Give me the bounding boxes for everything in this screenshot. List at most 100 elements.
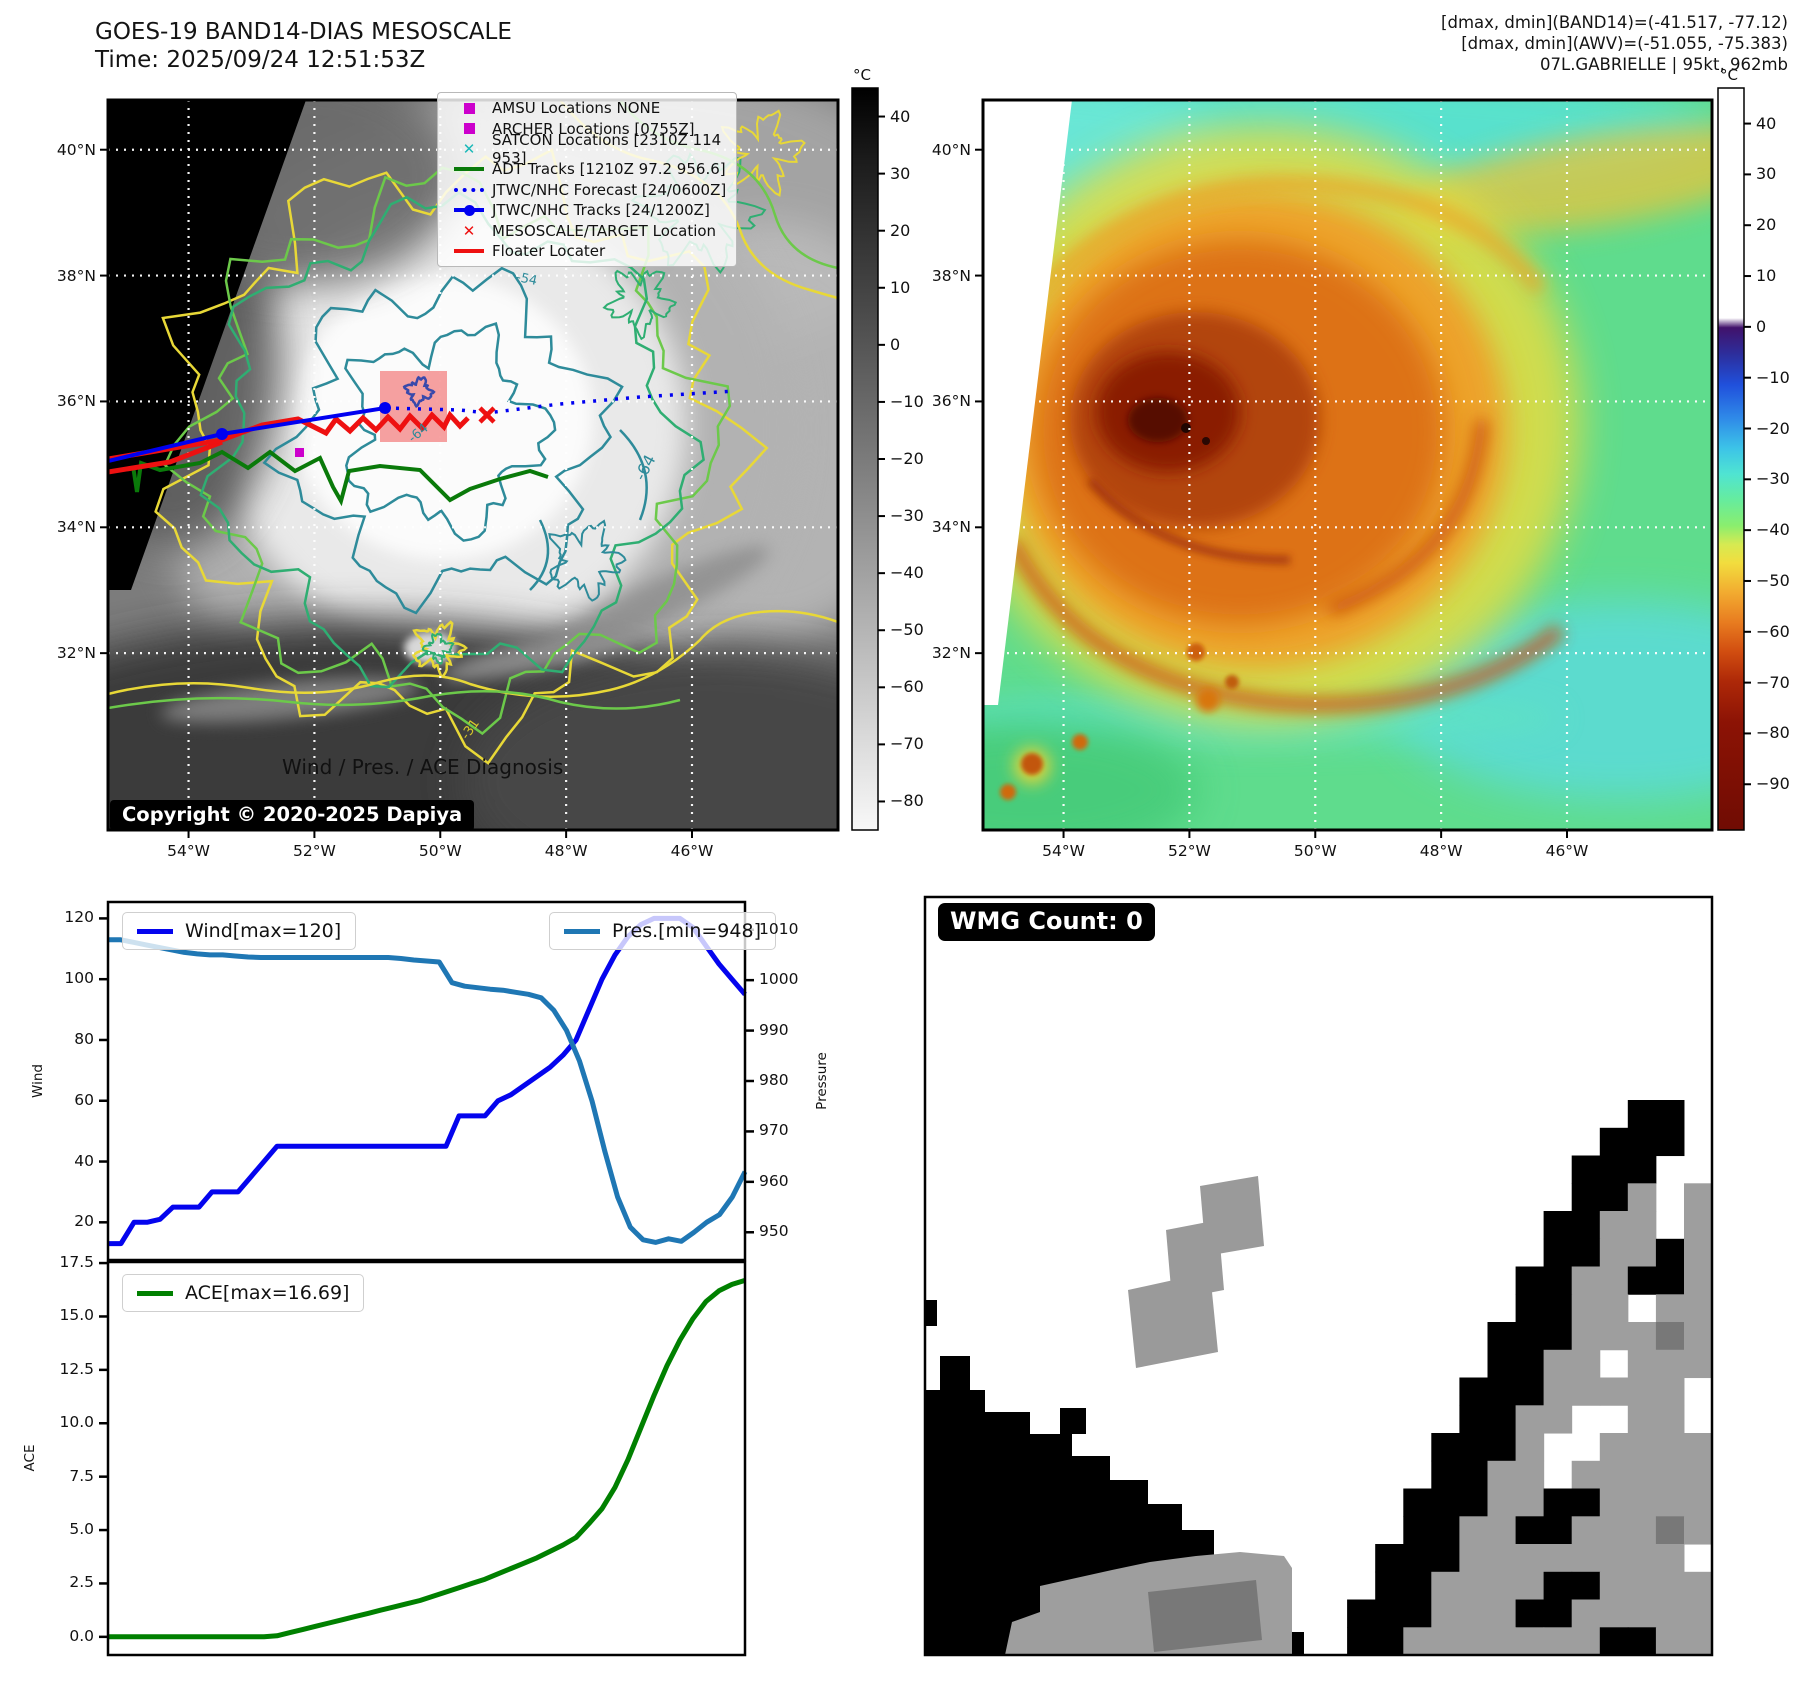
lon-tick-label: 52°W — [1168, 842, 1211, 860]
colorbar-tick-label: 30 — [1756, 164, 1777, 184]
legend-item: Floater Locater — [446, 241, 728, 261]
ace-tick-label: 0.0 — [69, 1626, 94, 1645]
wind-tick-label: 40 — [74, 1151, 94, 1170]
pressure-tick-label: 960 — [759, 1171, 789, 1190]
band14-colorbar — [851, 87, 879, 831]
lat-tick-label: 40°N — [931, 140, 971, 159]
wmg-panel-border — [923, 895, 1714, 1657]
map-gridlines — [983, 100, 1712, 830]
lon-tick-label: 50°W — [418, 842, 462, 860]
legend-item-label: AMSU Locations NONE — [492, 99, 661, 118]
colorbar-tick-label: −80 — [890, 791, 924, 811]
lat-tick-label: 32°N — [931, 644, 971, 663]
lon-tick-label: 50°W — [1293, 842, 1337, 860]
lat-tick-label: 34°N — [56, 518, 96, 537]
series-ACE[max=16.69] — [108, 1278, 746, 1640]
square-legend-icon — [446, 123, 492, 135]
awv-map-border — [981, 98, 1714, 832]
lat-tick-label: 32°N — [56, 644, 96, 663]
colorbar-tick-label: −10 — [1756, 367, 1790, 387]
ace-tick-label: 17.5 — [59, 1253, 94, 1272]
dotted-legend-icon — [446, 187, 492, 192]
pressure-tick-label: 980 — [759, 1071, 789, 1089]
pressure-tick-label: 950 — [759, 1222, 789, 1241]
band14-map-ticks — [100, 148, 693, 838]
awv-colorbar — [1717, 87, 1745, 831]
ace-tick-label: 15.0 — [59, 1306, 94, 1325]
lon-tick-label: 54°W — [167, 842, 210, 860]
lat-tick-label: 36°N — [931, 392, 971, 411]
jtwc-track-point — [379, 402, 391, 414]
lat-tick-label: 36°N — [56, 392, 96, 411]
colorbar-tick-label: −70 — [890, 734, 924, 754]
floater-track — [108, 410, 470, 462]
pressure-legend: Pres.[min=948] — [549, 912, 776, 950]
pressure-tick-label: 1000 — [759, 970, 799, 989]
wind-tick-label: 20 — [74, 1212, 94, 1231]
colorbar-tick-label: −50 — [890, 620, 924, 640]
awv-satellite-map — [983, 100, 1712, 830]
dmax-dmin-awv: [dmax, dmin](AWV)=(-51.055, -75.383) — [1461, 34, 1788, 53]
pressure-tick-label: 970 — [759, 1121, 789, 1140]
lon-tick-label: 48°W — [1419, 842, 1463, 860]
wmg-panel-graphic — [923, 895, 1714, 1657]
colorbar-tick-label: 20 — [890, 220, 911, 240]
legend-item-label: SATCON Locations [2310Z 114 953] — [492, 130, 722, 167]
colorbar-tick-label: 40 — [1756, 113, 1777, 133]
colorbar-tick-label: 0 — [890, 334, 901, 354]
wmg-count-badge: WMG Count: 0 — [938, 903, 1155, 941]
awv-map-ticks — [975, 148, 1568, 838]
ace-tick-label: 2.5 — [69, 1573, 94, 1592]
pressure-axis-label: Pressure — [814, 1052, 830, 1110]
awv-colorbar-unit: °C — [1720, 66, 1738, 84]
awv-colorbar-ticks — [1744, 122, 1751, 786]
lat-tick-label: 40°N — [56, 140, 96, 159]
ace-tick-label: 5.0 — [69, 1520, 94, 1539]
pressure-tick-label: 1010 — [759, 919, 799, 938]
pressure-tick-label: 990 — [759, 1020, 789, 1039]
line-legend-icon — [446, 167, 492, 172]
archer-marker — [295, 448, 304, 457]
ace-tick-label: 10.0 — [59, 1413, 94, 1432]
colorbar-tick-label: 10 — [1756, 266, 1777, 286]
storm-id-intensity: 07L.GABRIELLE | 95kt, 962mb — [1540, 55, 1788, 74]
wind-tick-label: 60 — [74, 1090, 94, 1109]
target-x-marker — [478, 406, 496, 424]
wind-pres-ace-charts — [99, 900, 754, 1657]
colorbar-tick-label: −80 — [1756, 723, 1790, 743]
inner-contour — [402, 375, 436, 409]
colorbar-tick-label: 40 — [890, 106, 911, 126]
band14-colorbar-ticks — [878, 115, 885, 803]
colorbar-tick-label: −20 — [890, 449, 924, 468]
colorbar-tick-label: −30 — [1756, 469, 1790, 489]
legend-item: ARCHER Locations [0755Z] — [446, 118, 728, 138]
lon-tick-label: 52°W — [293, 842, 336, 860]
colorbar-tick-label: 30 — [890, 163, 911, 183]
ace-legend-swatch — [137, 1290, 173, 1296]
copyright-watermark: Copyright © 2020-2025 Dapiya — [110, 800, 475, 831]
legend-item-label: MESOSCALE/TARGET Location — [492, 221, 717, 240]
lon-tick-label: 48°W — [544, 842, 588, 860]
colorbar-tick-label: 0 — [1756, 316, 1767, 336]
legend-item-label: ADT Tracks [1210Z 97.2 956.6] — [492, 160, 726, 179]
wind-tick-label: 120 — [64, 908, 94, 927]
colorbar-tick-label: −60 — [890, 677, 924, 697]
lat-tick-label: 38°N — [931, 266, 971, 285]
colorbar-tick-label: −90 — [1756, 774, 1790, 794]
band14-colorbar-unit: °C — [853, 66, 871, 84]
legend-item: ✕ MESOSCALE/TARGET Location — [446, 220, 728, 240]
ace-tick-label: 12.5 — [59, 1359, 94, 1378]
wind-legend-swatch — [137, 928, 173, 934]
wind-legend: Wind[max=120] — [122, 912, 357, 950]
ace-legend: ACE[max=16.69] — [122, 1274, 365, 1312]
colorbar-tick-label: −50 — [1756, 570, 1790, 590]
colorbar-tick-label: −70 — [1756, 672, 1790, 692]
legend-item: JTWC/NHC Tracks [24/1200Z] — [446, 200, 728, 220]
colorbar-tick-label: −40 — [1756, 520, 1790, 540]
legend-item: ADT Tracks [1210Z 97.2 956.6] — [446, 159, 728, 179]
legend-item-label: ARCHER Locations [0755Z] — [492, 119, 695, 138]
colorbar-tick-label: −10 — [890, 391, 924, 411]
jtwc-track-point — [216, 428, 228, 440]
